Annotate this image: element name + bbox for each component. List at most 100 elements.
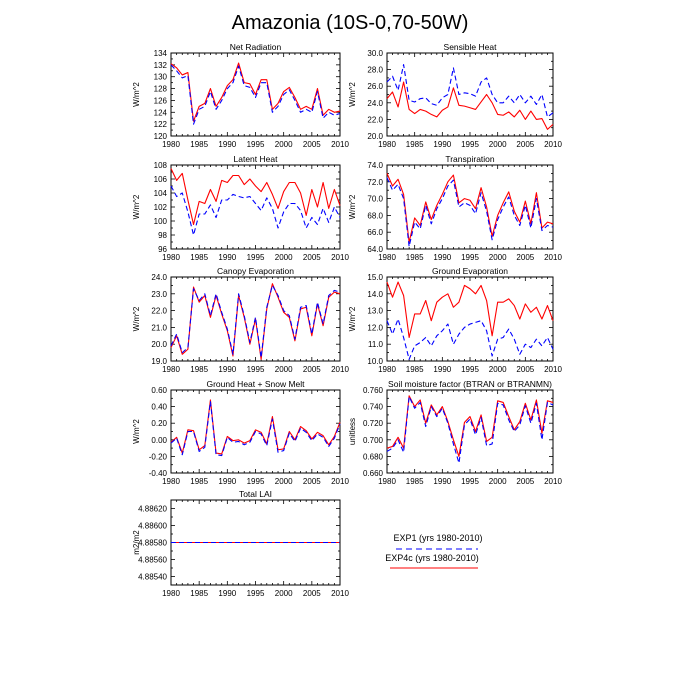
- y-tick-label: 66.0: [367, 228, 383, 237]
- panel-title: Net Radiation: [230, 42, 282, 52]
- x-tick-label: 1995: [461, 365, 479, 374]
- y-tick-label: 4.88580: [138, 539, 167, 548]
- x-tick-label: 2005: [303, 477, 321, 486]
- panel-title: Canopy Evaporation: [217, 266, 294, 276]
- y-tick-label: 122: [154, 120, 168, 129]
- panels-group: Net Radiation 1980 1985 1990 1995 2000 2005 201…: [132, 42, 562, 598]
- x-tick-label: 1995: [461, 140, 479, 149]
- x-tick-label: 1980: [162, 477, 180, 486]
- x-tick-label: 1995: [247, 477, 265, 486]
- y-tick-label: 11.0: [368, 340, 384, 349]
- x-tick-label: 1995: [247, 365, 265, 374]
- y-tick-label: 28.0: [367, 66, 383, 75]
- series-exp4c-line: [386, 395, 554, 457]
- y-tick-label: 4.88620: [138, 505, 167, 514]
- x-tick-label: 1985: [406, 477, 424, 486]
- x-tick-label: 1980: [162, 253, 180, 262]
- x-tick-label: 1985: [190, 477, 208, 486]
- x-tick-label: 2010: [544, 477, 562, 486]
- x-tick-label: 2000: [489, 365, 507, 374]
- y-tick-label: 0.740: [363, 403, 384, 412]
- x-tick-label: 2010: [544, 253, 562, 262]
- series-exp4c-line: [170, 62, 341, 122]
- x-tick-label: 2005: [303, 589, 321, 598]
- y-tick-label: 0.40: [151, 403, 167, 412]
- x-tick-label: 1985: [406, 253, 424, 262]
- x-tick-label: 2005: [303, 140, 321, 149]
- y-tick-label: 15.0: [367, 273, 383, 282]
- y-tick-label: 0.660: [363, 469, 384, 478]
- y-axis-label: W/m^2: [348, 82, 357, 107]
- y-tick-label: 0.760: [363, 386, 384, 395]
- legend-label: EXP1 (yrs 1980-2010): [393, 533, 482, 543]
- panel-title: Soil moisture factor (BTRAN or BTRANMN): [388, 379, 552, 389]
- x-tick-label: 1990: [218, 589, 236, 598]
- y-tick-label: 30.0: [367, 49, 383, 58]
- y-tick-label: 128: [154, 85, 168, 94]
- x-tick-label: 2010: [331, 477, 349, 486]
- y-tick-label: 13.0: [367, 307, 383, 316]
- series-exp1-line: [170, 401, 341, 457]
- x-tick-label: 2000: [489, 477, 507, 486]
- x-tick-label: 1985: [406, 140, 424, 149]
- panel-title: Latent Heat: [234, 154, 279, 164]
- plot-frame: [386, 276, 554, 362]
- y-tick-label: -0.20: [149, 452, 168, 461]
- y-tick-label: -0.40: [149, 469, 168, 478]
- y-tick-label: 124: [154, 108, 168, 117]
- x-tick-label: 2005: [303, 365, 321, 374]
- series-exp4c-line: [386, 281, 554, 339]
- y-tick-label: 4.88540: [138, 573, 167, 582]
- chart-panel: Soil moisture factor (BTRAN or BTRANMN) 1…: [348, 379, 562, 486]
- x-tick-label: 1985: [190, 140, 208, 149]
- y-tick-label: 0.700: [363, 436, 384, 445]
- x-tick-label: 1980: [378, 477, 396, 486]
- x-tick-label: 2000: [489, 253, 507, 262]
- y-tick-label: 130: [154, 73, 168, 82]
- x-tick-label: 2010: [544, 140, 562, 149]
- x-tick-label: 1985: [190, 589, 208, 598]
- y-tick-label: 120: [154, 132, 168, 141]
- plot-frame: [170, 164, 341, 250]
- x-tick-label: 1995: [461, 253, 479, 262]
- chart-panel: Net Radiation 1980 1985 1990 1995 2000 2005 201…: [132, 42, 349, 149]
- y-tick-label: 21.0: [151, 323, 167, 332]
- y-tick-label: 98: [158, 231, 167, 240]
- x-tick-label: 2000: [275, 589, 293, 598]
- chart-panel: Transpiration 1980 1985 1990 1995 2000 2005 201…: [348, 154, 562, 262]
- x-tick-label: 2010: [331, 140, 349, 149]
- y-tick-label: 12.0: [367, 323, 383, 332]
- y-tick-label: 102: [154, 203, 168, 212]
- x-tick-label: 2010: [544, 365, 562, 374]
- y-tick-label: 23.0: [151, 290, 167, 299]
- y-tick-label: 14.0: [367, 290, 383, 299]
- series-exp1-line: [170, 284, 341, 359]
- x-tick-label: 2005: [303, 253, 321, 262]
- series-exp4c-line: [386, 81, 554, 130]
- y-tick-label: 96: [158, 245, 167, 254]
- x-tick-label: 1990: [218, 140, 236, 149]
- y-axis-label: W/m^2: [132, 82, 141, 107]
- x-tick-label: 2005: [516, 365, 534, 374]
- chart-panel: Ground Evaporation 1980 1985 1990 1995 2000 20…: [348, 266, 562, 374]
- x-tick-label: 1990: [433, 140, 451, 149]
- y-tick-label: 68.0: [367, 211, 383, 220]
- figure-title: Amazonia (10S-0,70-50W): [232, 12, 469, 34]
- x-tick-label: 2010: [331, 589, 349, 598]
- y-tick-label: 104: [154, 189, 168, 198]
- panel-title: Ground Heat + Snow Melt: [206, 379, 305, 389]
- y-axis-label: W/m^2: [348, 194, 357, 219]
- chart-panel: Total LAI 1980 1985 1990 1995 2000 2005 2010 4.8…: [132, 489, 349, 598]
- plot-frame: [386, 52, 554, 137]
- x-tick-label: 1990: [218, 477, 236, 486]
- x-tick-label: 1980: [378, 140, 396, 149]
- x-tick-label: 1995: [461, 477, 479, 486]
- chart-panel: Sensible Heat 1980 1985 1990 1995 2000 2005 201…: [348, 42, 562, 149]
- y-tick-label: 134: [154, 49, 168, 58]
- y-tick-label: 20.0: [151, 340, 167, 349]
- y-tick-label: 72.0: [367, 178, 383, 187]
- panel-title: Transpiration: [445, 154, 495, 164]
- series-exp1-line: [386, 177, 554, 248]
- series-exp1-line: [386, 318, 554, 360]
- x-tick-label: 1990: [218, 365, 236, 374]
